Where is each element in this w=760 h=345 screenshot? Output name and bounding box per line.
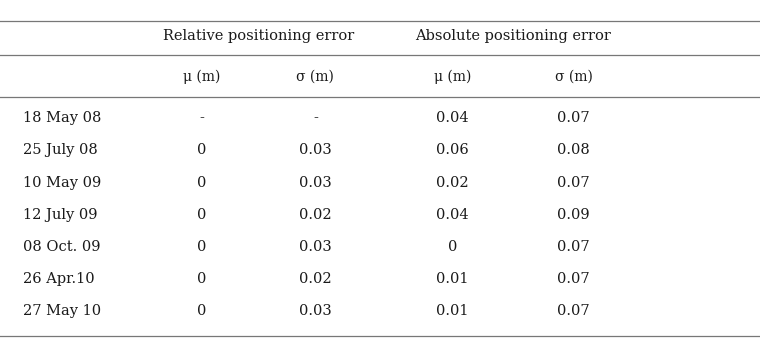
Text: 18 May 08: 18 May 08	[23, 111, 101, 125]
Text: 0: 0	[197, 272, 206, 286]
Text: 0.04: 0.04	[436, 111, 468, 125]
Text: 0.03: 0.03	[299, 176, 332, 189]
Text: σ (m): σ (m)	[555, 70, 593, 83]
Text: 0: 0	[197, 208, 206, 221]
Text: 0: 0	[197, 240, 206, 254]
Text: Absolute positioning error: Absolute positioning error	[415, 29, 611, 43]
Text: 0.09: 0.09	[558, 208, 590, 221]
Text: 0: 0	[448, 240, 457, 254]
Text: 0.01: 0.01	[436, 304, 468, 318]
Text: 0: 0	[197, 144, 206, 157]
Text: 0.01: 0.01	[436, 272, 468, 286]
Text: 12 July 09: 12 July 09	[23, 208, 97, 221]
Text: -: -	[199, 111, 204, 125]
Text: 0.04: 0.04	[436, 208, 468, 221]
Text: 0.08: 0.08	[557, 144, 591, 157]
Text: σ (m): σ (m)	[296, 70, 334, 83]
Text: 0.03: 0.03	[299, 144, 332, 157]
Text: 0.07: 0.07	[558, 111, 590, 125]
Text: 25 July 08: 25 July 08	[23, 144, 97, 157]
Text: 0.07: 0.07	[558, 304, 590, 318]
Text: 0.06: 0.06	[435, 144, 469, 157]
Text: μ (m): μ (m)	[433, 69, 471, 84]
Text: 08 Oct. 09: 08 Oct. 09	[23, 240, 100, 254]
Text: 0.07: 0.07	[558, 240, 590, 254]
Text: -: -	[313, 111, 318, 125]
Text: 26 Apr.10: 26 Apr.10	[23, 272, 94, 286]
Text: 0: 0	[197, 304, 206, 318]
Text: Relative positioning error: Relative positioning error	[163, 29, 354, 43]
Text: 27 May 10: 27 May 10	[23, 304, 101, 318]
Text: 0.07: 0.07	[558, 272, 590, 286]
Text: 10 May 09: 10 May 09	[23, 176, 101, 189]
Text: 0.02: 0.02	[299, 208, 331, 221]
Text: 0.03: 0.03	[299, 304, 332, 318]
Text: 0: 0	[197, 176, 206, 189]
Text: 0.02: 0.02	[299, 272, 331, 286]
Text: 0.02: 0.02	[436, 176, 468, 189]
Text: μ (m): μ (m)	[182, 69, 220, 84]
Text: 0.03: 0.03	[299, 240, 332, 254]
Text: 0.07: 0.07	[558, 176, 590, 189]
